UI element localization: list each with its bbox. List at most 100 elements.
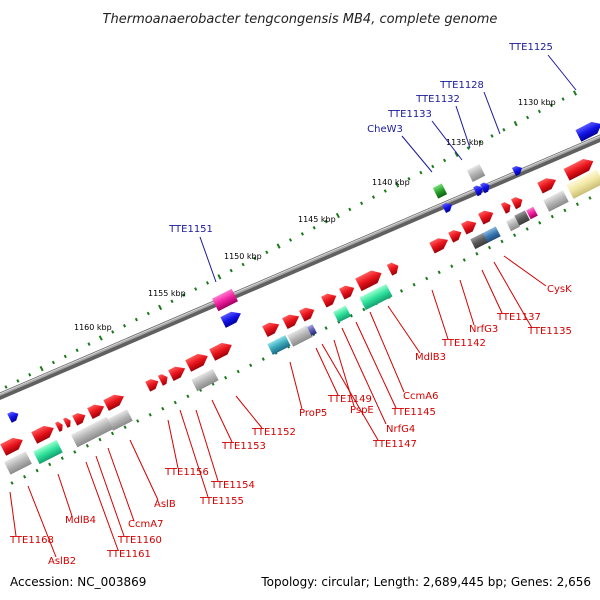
scale-tick bbox=[502, 128, 505, 132]
scale-tick bbox=[124, 425, 127, 429]
scale-tick bbox=[123, 324, 126, 328]
gene-label: TTE1132 bbox=[415, 94, 460, 105]
leader-line bbox=[28, 486, 56, 557]
gene-feature bbox=[4, 451, 32, 474]
gene-label: TTE1160 bbox=[117, 535, 162, 546]
scale-tick bbox=[194, 287, 197, 291]
gene-feature bbox=[543, 190, 569, 212]
gene-feature bbox=[501, 200, 513, 213]
gene-feature bbox=[168, 363, 188, 381]
scale-tick bbox=[513, 233, 516, 237]
gene-label: TTE1137 bbox=[496, 312, 541, 323]
leader-line bbox=[10, 492, 16, 536]
scale-tick bbox=[87, 342, 90, 346]
leader-line bbox=[168, 420, 178, 468]
scale-tick bbox=[262, 357, 265, 361]
gene-feature bbox=[339, 282, 357, 299]
leader-line bbox=[504, 256, 546, 286]
gene-feature bbox=[537, 175, 558, 194]
gene-feature bbox=[321, 290, 339, 307]
scale-tick bbox=[161, 407, 164, 411]
scale-tick bbox=[147, 312, 150, 316]
scale-tick bbox=[551, 215, 554, 219]
scale-tick bbox=[28, 373, 31, 377]
scale-tick bbox=[490, 134, 493, 138]
gene-label: CysK bbox=[547, 284, 572, 295]
scale-tick bbox=[149, 413, 152, 417]
gene-label: TTE1149 bbox=[327, 394, 372, 405]
scale-tick bbox=[526, 227, 529, 231]
scale-tick bbox=[98, 438, 101, 442]
gene-label: MdlB3 bbox=[415, 352, 446, 363]
scale-tick bbox=[76, 349, 79, 353]
leader-line bbox=[484, 92, 500, 134]
gene-label: CheW3 bbox=[367, 124, 403, 135]
scale-tick bbox=[573, 90, 577, 95]
scale-tick bbox=[538, 110, 541, 114]
gene-feature bbox=[0, 434, 26, 456]
scale-tick bbox=[277, 243, 281, 248]
leader-line bbox=[548, 55, 576, 90]
gene-label: TTE1153 bbox=[221, 441, 266, 452]
gene-feature bbox=[448, 227, 464, 242]
leader-line bbox=[108, 448, 134, 521]
scale-tick bbox=[384, 189, 387, 193]
scale-tick bbox=[237, 370, 240, 374]
scale-tick bbox=[249, 364, 252, 368]
gene-feature bbox=[387, 260, 401, 275]
gene-label: NrfG4 bbox=[386, 424, 415, 435]
gene-feature bbox=[72, 410, 88, 425]
chromosome-backbone bbox=[0, 132, 600, 401]
gene-feature bbox=[429, 235, 450, 254]
scale-tick bbox=[419, 171, 422, 175]
scale-tick bbox=[289, 238, 292, 242]
gene-label: TTE1155 bbox=[199, 496, 244, 507]
scale-tick bbox=[111, 432, 114, 436]
gene-feature bbox=[145, 376, 161, 391]
tick-label: 1160 kbp bbox=[74, 323, 112, 332]
gene-label: TTE1154 bbox=[210, 480, 255, 491]
scale-tick bbox=[40, 366, 44, 371]
scale-tick bbox=[61, 456, 64, 460]
gene-label: AslB bbox=[154, 499, 176, 510]
gene-label: TTE1125 bbox=[508, 42, 553, 53]
gene-label: TTE1156 bbox=[164, 467, 209, 478]
genome-map: Thermoanaerobacter tengcongensis MB4, co… bbox=[0, 0, 600, 600]
scale-tick bbox=[588, 196, 591, 200]
leader-line bbox=[180, 410, 208, 497]
scale-tick bbox=[413, 283, 416, 287]
scale-tick bbox=[475, 252, 478, 256]
gene-feature bbox=[461, 217, 479, 234]
leader-line bbox=[130, 440, 158, 500]
tick-label: 1130 kbp bbox=[518, 98, 556, 107]
scale-tick bbox=[158, 305, 162, 310]
gene-feature bbox=[333, 305, 351, 322]
gene-label: NrfG3 bbox=[469, 324, 498, 335]
leader-line bbox=[200, 237, 216, 282]
scale-tick bbox=[325, 326, 328, 330]
leader-line bbox=[432, 290, 448, 339]
gene-feature bbox=[511, 195, 525, 209]
label-leaders bbox=[10, 55, 576, 557]
tick-label: 1155 kbp bbox=[148, 289, 186, 298]
scale-tick bbox=[186, 395, 189, 399]
leader-line bbox=[212, 400, 232, 442]
scale-tick bbox=[36, 469, 39, 473]
tick-label: 1150 kbp bbox=[224, 252, 262, 261]
accession-text: Accession: NC_003869 bbox=[10, 575, 146, 589]
scale-tick bbox=[4, 385, 7, 389]
scale-tick bbox=[136, 419, 139, 423]
leader-line bbox=[460, 280, 474, 325]
tick-label: 1145 kbp bbox=[298, 215, 336, 224]
leader-line bbox=[402, 136, 432, 172]
gene-label: TTE1135 bbox=[527, 326, 572, 337]
scale-tick bbox=[99, 335, 103, 340]
scale-tick bbox=[301, 232, 304, 236]
gene-label: AslB2 bbox=[48, 556, 76, 567]
scale-tick bbox=[16, 379, 19, 383]
scale-tick bbox=[514, 121, 518, 126]
gene-label: MdlB4 bbox=[65, 515, 96, 526]
genome-summary-text: Topology: circular; Length: 2,689,445 bp… bbox=[260, 575, 591, 589]
scale-tick bbox=[224, 376, 227, 380]
gene-label: TTE1142 bbox=[441, 338, 486, 349]
